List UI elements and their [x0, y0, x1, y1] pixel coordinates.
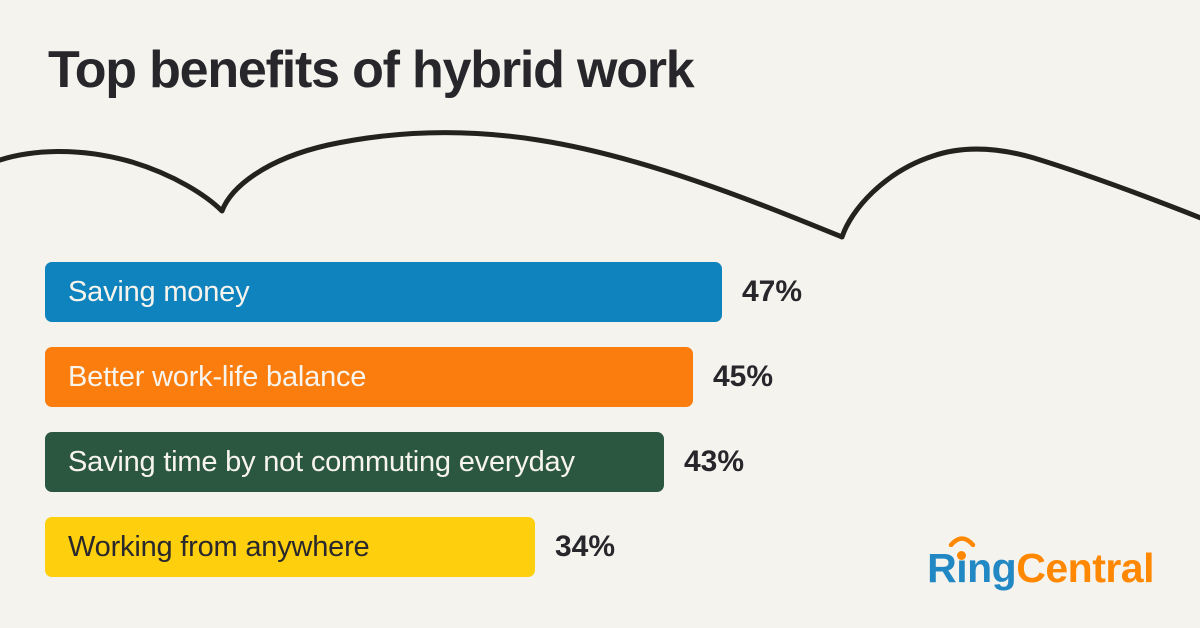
ringcentral-logo: RingCentral: [927, 534, 1154, 592]
bar-label: Better work-life balance: [68, 360, 367, 393]
logo-part-ring: Ring: [927, 545, 1017, 591]
bar-row: Saving money 47%: [45, 262, 1155, 322]
logo-i-dot-icon: [957, 551, 967, 560]
bar-value: 34%: [555, 530, 616, 563]
bar-row: Working from anywhere 34%: [45, 517, 1155, 577]
bar-value: 47%: [742, 275, 803, 308]
bar: Working from anywhere: [45, 517, 535, 577]
bar-row: Better work-life balance 45%: [45, 347, 1155, 407]
bar: Saving money: [45, 262, 722, 322]
page-title: Top benefits of hybrid work: [48, 41, 695, 99]
bar-label: Saving money: [68, 275, 250, 308]
logo-text: RingCentral: [927, 545, 1154, 591]
bar-label: Saving time by not commuting everyday: [68, 445, 575, 478]
bar-value: 43%: [684, 445, 745, 478]
bar-value: 45%: [713, 360, 774, 393]
bar-row: Saving time by not commuting everyday 43%: [45, 432, 1155, 492]
bar: Saving time by not commuting everyday: [45, 432, 664, 492]
logo-signal-arc-icon: [948, 536, 976, 547]
bar: Better work-life balance: [45, 347, 693, 407]
bar-chart: Saving money 47% Better work-life balance 4…: [45, 262, 1155, 602]
logo-part-central: Central: [1016, 545, 1154, 591]
squiggle-line: [0, 130, 1200, 240]
bar-label: Working from anywhere: [68, 530, 370, 563]
